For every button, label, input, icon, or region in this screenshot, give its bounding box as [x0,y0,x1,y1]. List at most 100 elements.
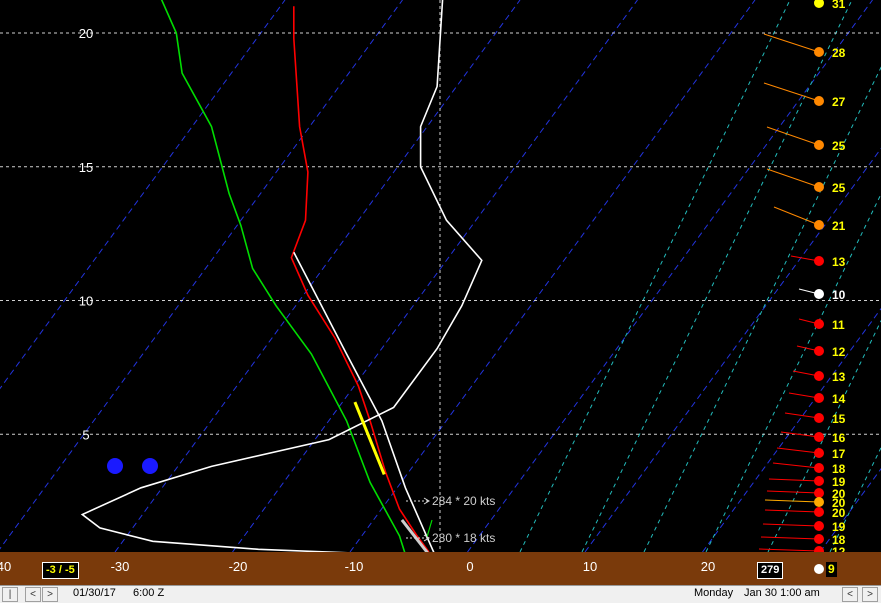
wind-speed-label: 10 [832,288,846,302]
status-date: 01/30/17 [73,587,116,599]
wind-speed-label: 21 [832,219,846,233]
nav-next-icon[interactable]: > [42,587,58,602]
wind-dot-icon [814,476,824,486]
isotherm-line [820,0,881,552]
wind-dot-icon [814,319,824,329]
wind-speed-label: 28 [832,46,846,60]
isotherm-line [233,0,638,552]
status-bar: | < > 01/30/17 6:00 Z Monday Jan 30 1:00… [0,585,881,603]
status-day: Monday [694,587,733,599]
mixing-ratio-line [706,0,881,552]
nav-back-icon[interactable]: < [842,587,858,602]
wind-speed-label: 25 [832,139,846,153]
wind-dot-icon [814,371,824,381]
mixing-ratio-line [768,0,881,552]
surface-wind-dot-icon [814,564,824,574]
wind-barb-shaft [764,83,819,101]
wind-barb-shaft [765,500,819,502]
isotherm-line [703,0,881,552]
wind-speed-label: 15 [832,412,846,426]
precip-marker-icon [142,458,158,474]
wind-speed-label: 31 [832,0,846,11]
wind-barb-shaft [759,549,819,551]
precip-marker-icon [107,458,123,474]
wind-barb-shaft [769,479,819,481]
wind-annotation: 284 * 20 kts [432,494,495,508]
y-tick-label: 20 [79,26,93,41]
x-tick-label: -10 [345,559,364,574]
x-tick-label: -20 [229,559,248,574]
wind-barb-shaft [767,491,819,493]
wind-dot-icon [814,0,824,8]
isotherm-line [350,0,755,552]
series-line-1 [159,0,406,552]
isotherm-line [115,0,520,552]
x-tick-label: 40 [0,559,11,574]
nav-forward-icon[interactable]: > [862,587,878,602]
wind-barb-shaft [764,34,819,52]
mixing-ratio-line [520,0,790,552]
wind-speed-label: 27 [832,95,846,109]
wind-barb-shaft [767,169,819,187]
status-time: 6:00 Z [133,587,164,599]
wind-speed-label: 13 [832,370,846,384]
wind-speed-label: 14 [832,392,846,406]
surface-wind-direction-box: 279 [757,562,783,579]
wind-barb-shaft [774,207,819,225]
wind-annotation: 280 * 18 kts [432,531,495,545]
wind-speed-label: 19 [832,520,846,534]
wind-dot-icon [814,507,824,517]
series-line-2 [82,0,482,552]
x-tick-label: -30 [111,559,130,574]
wind-speed-label: 13 [832,255,846,269]
wind-speed-label: 20 [832,506,846,520]
wind-dot-icon [814,534,824,544]
wind-dot-icon [814,346,824,356]
wind-speed-label: 18 [832,462,846,476]
x-tick-label: 20 [701,559,715,574]
series-line-0 [291,6,429,552]
wind-dot-icon [814,96,824,106]
wind-barb-shaft [765,510,819,512]
wind-speed-label: 11 [832,318,845,332]
mixing-ratio-line [582,0,852,552]
wind-barb-shaft [777,448,819,453]
surface-wind-speed-label: 9 [826,562,837,577]
skew-t-plot-area[interactable]: 20 15 10 5 284 * 20 kts 280 * 18 kts 31 28 27 25 2… [0,0,881,552]
wind-dot-icon [814,432,824,442]
wind-dot-icon [814,182,824,192]
isotherm-line [0,0,285,552]
wind-dot-icon [814,413,824,423]
wind-speed-label: 12 [832,545,846,552]
x-tick-label: 0 [466,559,473,574]
nav-first-icon[interactable]: | [2,587,18,602]
wind-dot-icon [814,521,824,531]
wind-dot-icon [814,140,824,150]
wind-speed-label: 12 [832,345,846,359]
surface-temp-dewpoint-box: -3 / -5 [42,562,79,579]
y-tick-label: 15 [79,160,93,175]
nav-prev-icon[interactable]: < [25,587,41,602]
wind-dot-icon [814,497,824,507]
wind-dot-icon [814,220,824,230]
wind-barb-shaft [763,524,819,526]
wind-dot-icon [814,488,824,498]
wind-dot-icon [814,256,824,266]
skew-t-chart: 20 15 10 5 284 * 20 kts 280 * 18 kts 31 28 27 25 2… [0,0,881,552]
wind-dot-icon [814,463,824,473]
wind-barb-shaft [785,413,819,418]
wind-speed-label: 17 [832,447,846,461]
wind-speed-label: 25 [832,181,846,195]
y-tick-label: 10 [79,294,93,309]
x-tick-label: 10 [583,559,597,574]
wind-speed-label: 16 [832,431,846,445]
wind-dot-icon [814,393,824,403]
status-datetime: Jan 30 1:00 am [744,587,820,599]
wind-dot-icon [814,47,824,57]
wind-barb-shaft [773,463,819,468]
wind-dot-icon [814,289,824,299]
wind-dot-icon [814,448,824,458]
wind-barb-shaft [767,127,819,145]
y-tick-label: 5 [82,427,89,442]
wind-barb-shaft [761,537,819,539]
